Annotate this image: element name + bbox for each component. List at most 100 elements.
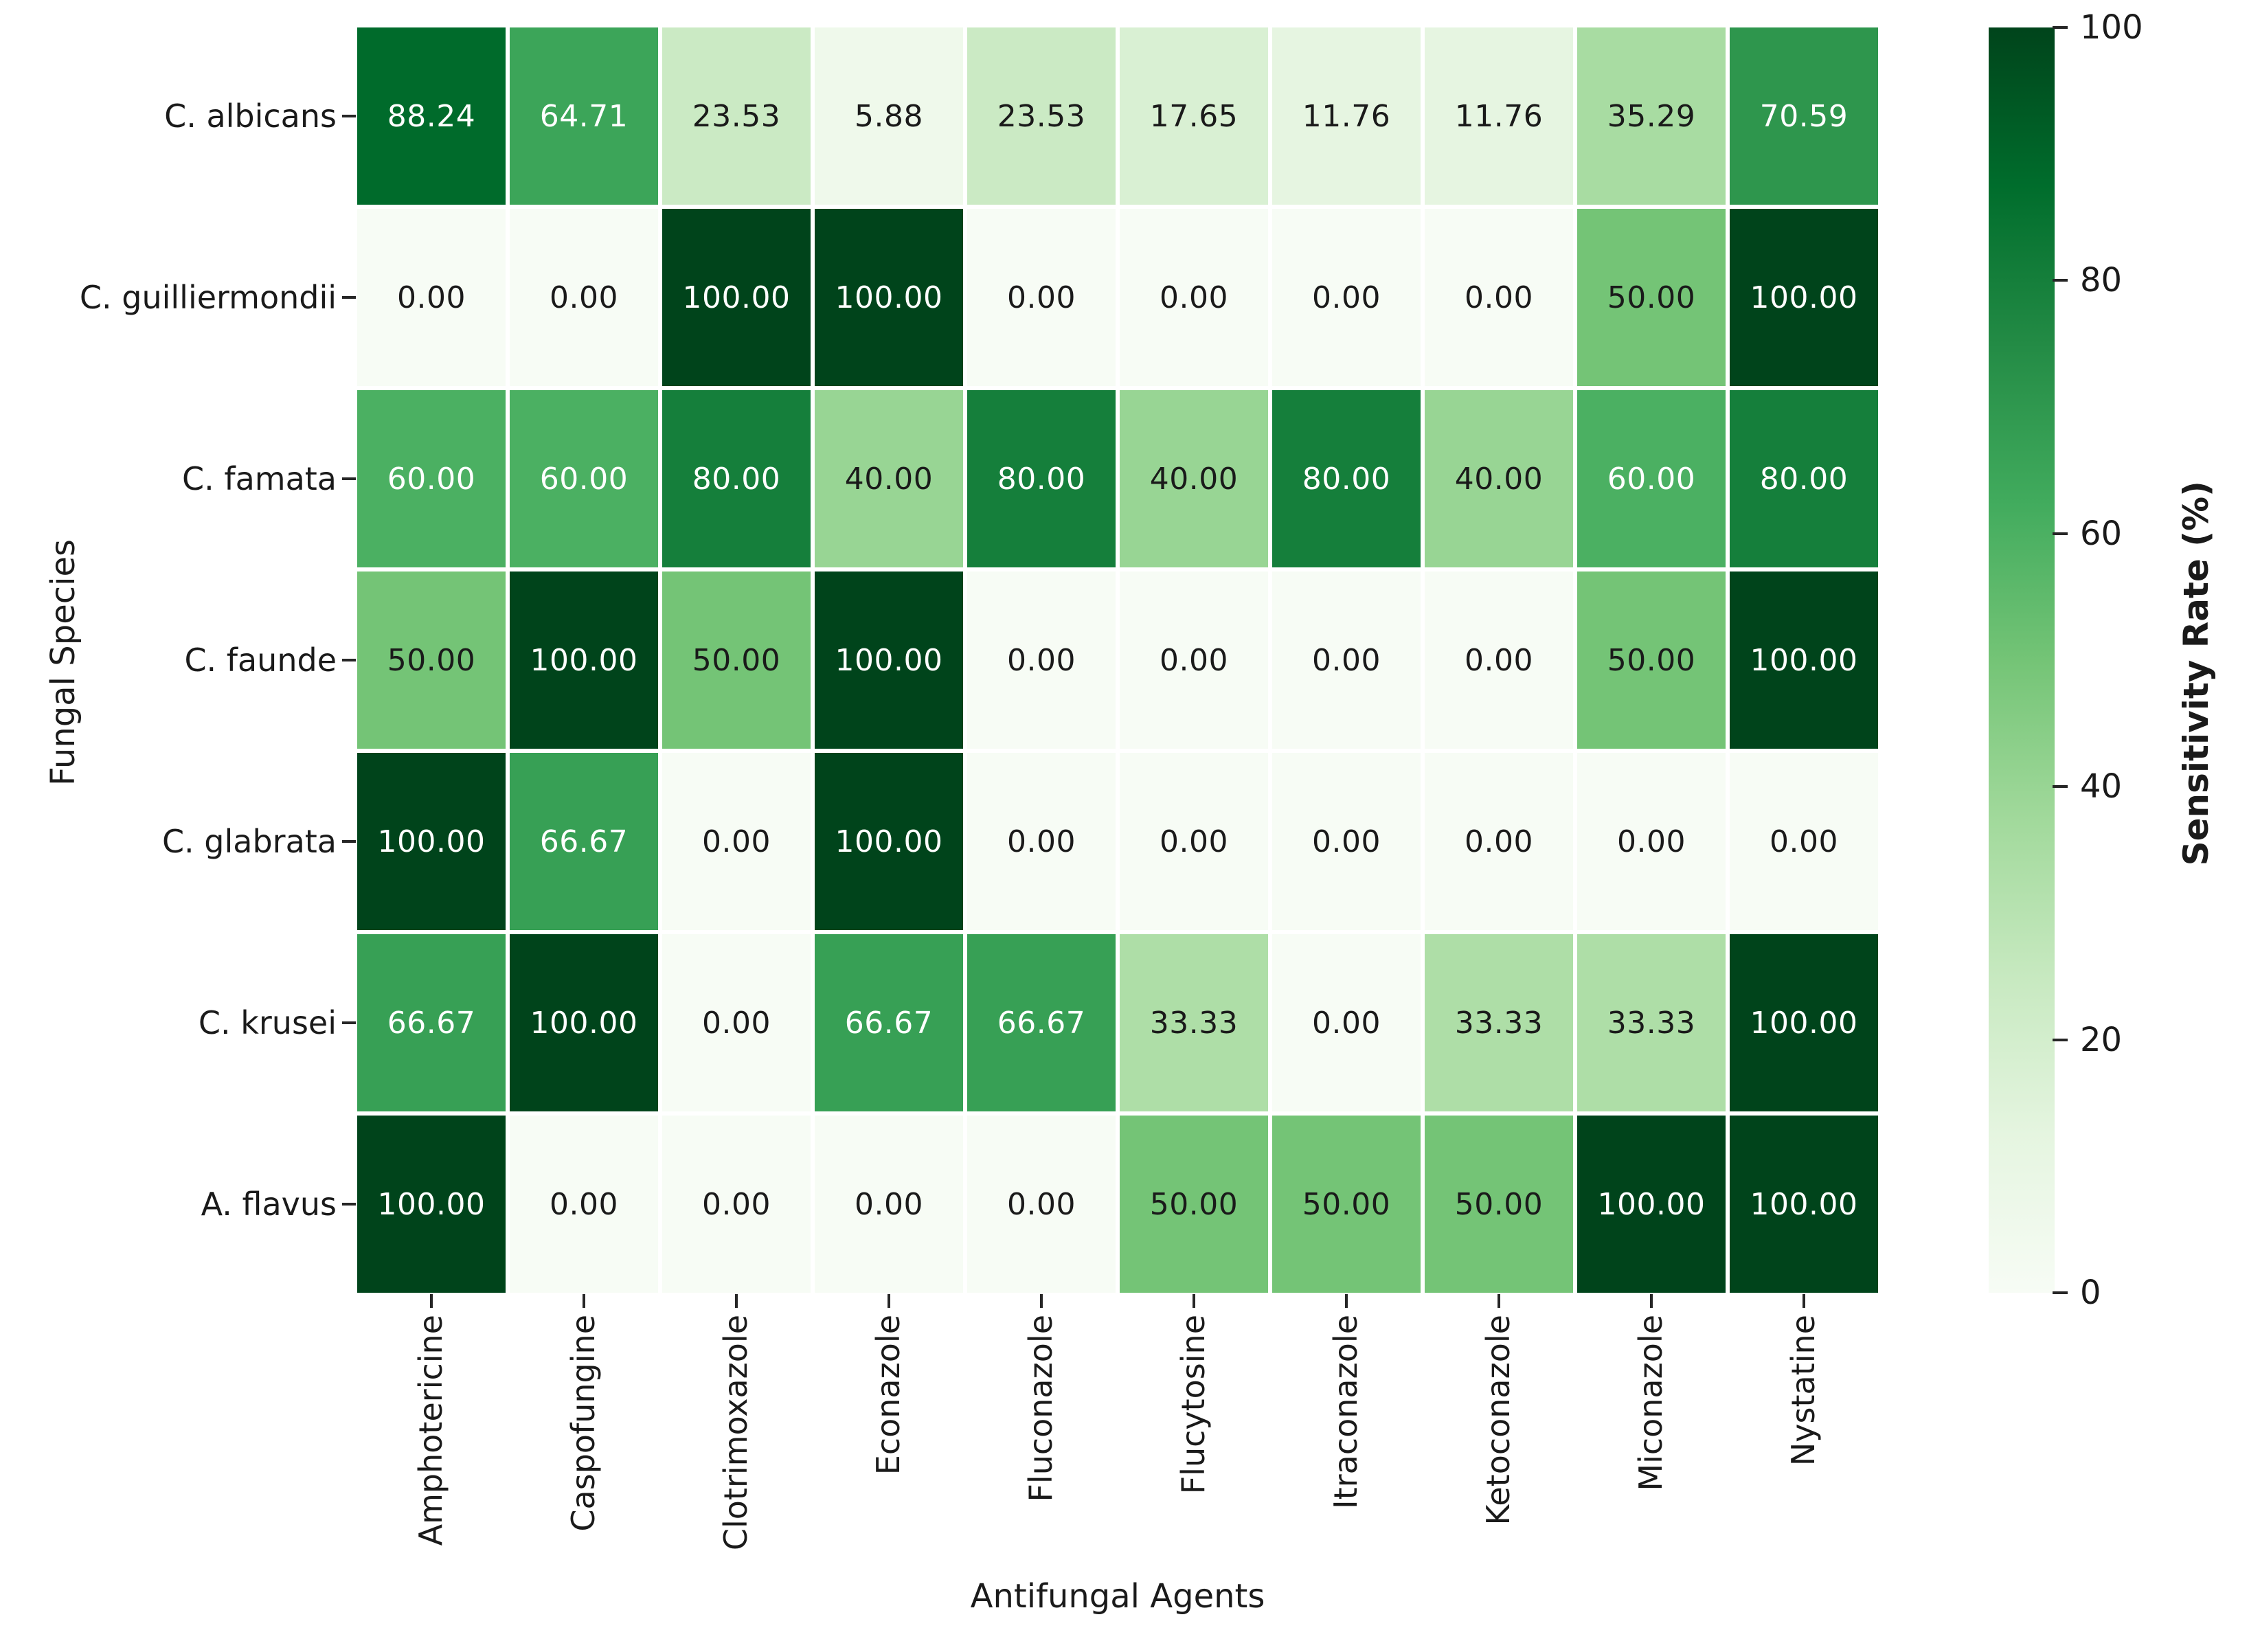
colorbar-tick-mark <box>2053 1038 2068 1041</box>
colorbar-tick-mark <box>2053 532 2068 535</box>
x-tick-mark <box>1498 1294 1500 1308</box>
colorbar-tick-mark <box>2053 785 2068 789</box>
cell-value: 0.00 <box>1160 280 1228 315</box>
cell-value: 100.00 <box>377 824 486 859</box>
cell-value: 0.00 <box>1160 824 1228 859</box>
cell-value: 100.00 <box>682 280 791 315</box>
cell-value: 23.53 <box>997 98 1086 134</box>
cell-value: 50.00 <box>1607 280 1696 315</box>
cell-value: 0.00 <box>702 1186 771 1222</box>
heatmap-cell: 0.00 <box>1120 753 1268 930</box>
heatmap-cell: 0.00 <box>357 209 506 386</box>
column-label: Econazole <box>870 1315 907 1475</box>
heatmap-cell: 0.00 <box>967 1116 1116 1293</box>
column-label: Flucytosine <box>1175 1315 1212 1495</box>
y-tick-mark <box>342 840 356 843</box>
heatmap-cell: 64.71 <box>510 27 658 205</box>
cell-value: 0.00 <box>1007 1186 1076 1222</box>
cell-value: 5.88 <box>855 98 923 134</box>
cell-value: 0.00 <box>1770 824 1838 859</box>
heatmap-cell: 66.67 <box>510 753 658 930</box>
cell-value: 0.00 <box>1007 280 1076 315</box>
x-axis-title: Antifungal Agents <box>970 1577 1265 1616</box>
cell-value: 40.00 <box>844 461 934 497</box>
y-tick-mark <box>342 1203 356 1206</box>
x-tick-mark <box>735 1294 738 1308</box>
y-tick-mark <box>342 1021 356 1024</box>
cell-value: 0.00 <box>1160 642 1228 678</box>
x-tick-mark <box>583 1294 585 1308</box>
cell-value: 0.00 <box>702 824 771 859</box>
heatmap-cell: 50.00 <box>1577 572 1726 749</box>
cell-value: 50.00 <box>1302 1186 1391 1222</box>
heatmap-cell: 0.00 <box>1730 753 1878 930</box>
heatmap-cell: 100.00 <box>1730 209 1878 386</box>
column-label: Fluconazole <box>1022 1315 1059 1502</box>
cell-value: 11.76 <box>1454 98 1544 134</box>
cell-value: 0.00 <box>1007 642 1076 678</box>
heatmap-cell: 0.00 <box>967 572 1116 749</box>
heatmap-cell: 88.24 <box>357 27 506 205</box>
heatmap-cell: 100.00 <box>815 572 963 749</box>
cell-value: 64.71 <box>539 98 629 134</box>
heatmap-cell: 80.00 <box>1730 390 1878 567</box>
colorbar-gradient <box>1989 27 2055 1293</box>
colorbar-tick-label: 60 <box>2080 514 2123 553</box>
cell-value: 0.00 <box>1312 824 1381 859</box>
x-tick-mark <box>888 1294 890 1308</box>
heatmap-cell: 23.53 <box>662 27 811 205</box>
heatmap-cell: 60.00 <box>510 390 658 567</box>
column-label: Caspofungine <box>565 1315 602 1532</box>
cell-value: 70.59 <box>1759 98 1849 134</box>
heatmap-cell: 0.00 <box>1272 572 1421 749</box>
column-label: Clotrimoxazole <box>717 1315 754 1551</box>
heatmap-cell: 60.00 <box>1577 390 1726 567</box>
y-axis-title: Fungal Species <box>44 539 82 787</box>
cell-value: 80.00 <box>997 461 1086 497</box>
heatmap-cell: 33.33 <box>1120 934 1268 1111</box>
x-tick-mark <box>430 1294 433 1308</box>
heatmap-cell: 5.88 <box>815 27 963 205</box>
x-tick-mark <box>1345 1294 1348 1308</box>
row-label: C. albicans <box>164 98 337 135</box>
heatmap-cell: 17.65 <box>1120 27 1268 205</box>
cell-value: 100.00 <box>530 642 638 678</box>
y-tick-mark <box>342 659 356 661</box>
heatmap-cell: 40.00 <box>1120 390 1268 567</box>
heatmap-cell: 100.00 <box>1730 934 1878 1111</box>
cell-value: 0.00 <box>1617 824 1686 859</box>
heatmap-cell: 70.59 <box>1730 27 1878 205</box>
heatmap-cell: 33.33 <box>1577 934 1726 1111</box>
cell-value: 100.00 <box>835 642 943 678</box>
heatmap-cell: 50.00 <box>1425 1116 1573 1293</box>
row-label: C. faunde <box>184 642 337 679</box>
heatmap-cell: 33.33 <box>1425 934 1573 1111</box>
heatmap-cell: 0.00 <box>1120 572 1268 749</box>
cell-value: 88.24 <box>387 98 476 134</box>
cell-value: 80.00 <box>1759 461 1849 497</box>
cell-value: 0.00 <box>855 1186 923 1222</box>
x-tick-mark <box>1040 1294 1043 1308</box>
cell-value: 33.33 <box>1454 1005 1544 1041</box>
heatmap-cell: 0.00 <box>662 934 811 1111</box>
colorbar-tick-label: 20 <box>2080 1020 2123 1059</box>
y-tick-mark <box>342 115 356 117</box>
cell-value: 60.00 <box>387 461 476 497</box>
cell-value: 0.00 <box>397 280 466 315</box>
row-label: C. famata <box>182 460 337 497</box>
colorbar-tick-label: 80 <box>2080 261 2123 300</box>
cell-value: 60.00 <box>1607 461 1696 497</box>
row-label: A. flavus <box>201 1186 337 1223</box>
heatmap-cell: 11.76 <box>1272 27 1421 205</box>
cell-value: 100.00 <box>1750 642 1858 678</box>
heatmap-cell: 0.00 <box>510 1116 658 1293</box>
cell-value: 23.53 <box>692 98 781 134</box>
heatmap-cell: 100.00 <box>815 209 963 386</box>
cell-value: 66.67 <box>387 1005 476 1041</box>
cell-value: 66.67 <box>997 1005 1086 1041</box>
cell-value: 0.00 <box>1312 280 1381 315</box>
heatmap-cell: 100.00 <box>1730 1116 1878 1293</box>
cell-value: 17.65 <box>1149 98 1239 134</box>
y-tick-mark <box>342 477 356 480</box>
